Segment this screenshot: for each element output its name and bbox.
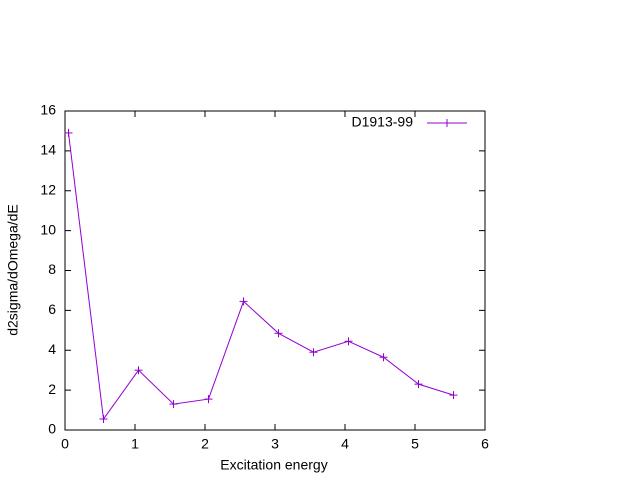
y-tick-label: 12 <box>40 181 56 197</box>
y-tick-label: 16 <box>40 102 56 118</box>
data-point <box>414 380 423 389</box>
x-tick-label: 1 <box>131 436 139 452</box>
y-axis-label: d2sigma/dOmega/dE <box>5 204 21 336</box>
data-point <box>379 353 388 362</box>
y-tick-label: 0 <box>48 421 56 437</box>
y-tick-label: 2 <box>48 381 56 397</box>
data-point <box>134 366 143 375</box>
y-tick-label: 10 <box>40 221 56 237</box>
series-line <box>68 132 454 421</box>
data-point <box>204 395 213 404</box>
data-point <box>309 348 318 357</box>
legend-label: D1913-99 <box>352 114 414 130</box>
x-tick-label: 3 <box>271 436 279 452</box>
y-tick-label: 14 <box>40 142 56 158</box>
x-axis-label: Excitation energy <box>220 457 327 473</box>
data-point <box>449 391 458 400</box>
y-tick-label: 8 <box>48 261 56 277</box>
y-tick-label: 6 <box>48 301 56 317</box>
data-point <box>99 415 108 424</box>
data-point <box>64 128 73 137</box>
y-tick-label: 4 <box>48 341 56 357</box>
data-point <box>169 400 178 409</box>
data-point <box>239 297 248 306</box>
x-tick-label: 5 <box>411 436 419 452</box>
x-tick-label: 6 <box>481 436 489 452</box>
plot-border <box>64 110 486 431</box>
data-point <box>344 337 353 346</box>
x-tick-label: 2 <box>201 436 209 452</box>
x-tick-label: 4 <box>341 436 349 452</box>
x-tick-label: 0 <box>61 436 69 452</box>
legend-marker <box>443 119 451 127</box>
data-point <box>274 329 283 338</box>
